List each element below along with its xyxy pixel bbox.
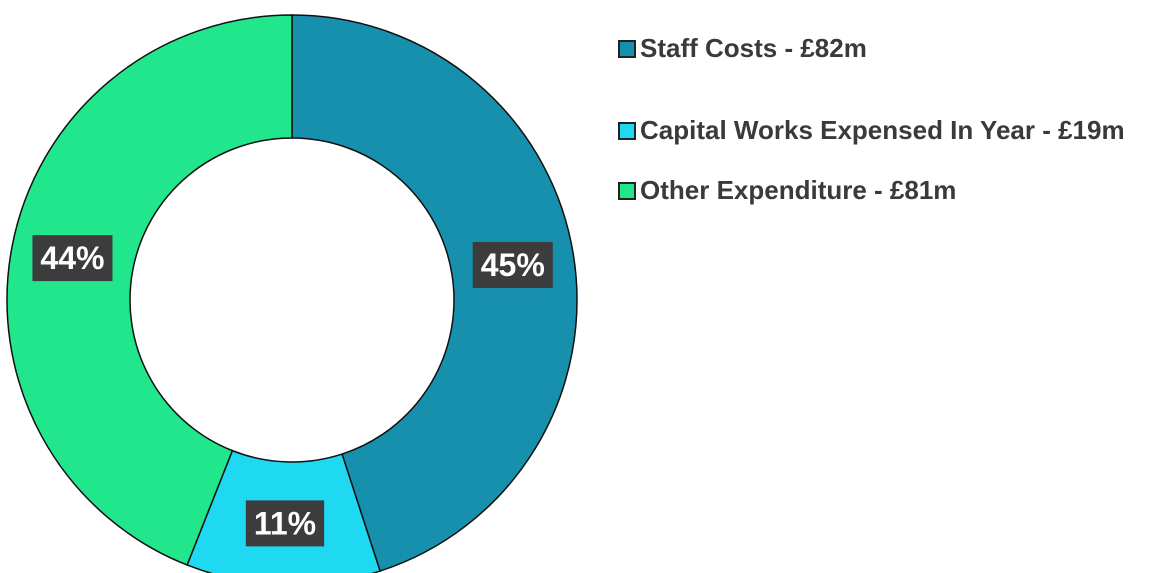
data-label: 45%	[472, 242, 553, 289]
data-label-box	[245, 500, 325, 547]
legend-item: Other Expenditure - £81m	[616, 172, 1166, 208]
legend-label: Capital Works Expensed In Year - £19m	[640, 115, 1125, 145]
data-label-box	[472, 242, 553, 289]
donut-slice	[291, 14, 578, 572]
data-label-text: 45%	[481, 247, 545, 283]
donut-slice	[6, 14, 293, 566]
data-label-text: 44%	[40, 240, 104, 276]
legend-swatch	[618, 122, 636, 140]
data-label-box	[32, 235, 113, 282]
legend-item: Staff Costs - £82m	[616, 30, 1166, 66]
data-label: 11%	[245, 500, 325, 547]
legend-swatch	[618, 182, 636, 200]
legend-item: Capital Works Expensed In Year - £19m	[616, 112, 1166, 148]
data-label: 44%	[32, 235, 113, 282]
legend-label: Staff Costs - £82m	[640, 33, 867, 63]
data-label-text: 11%	[254, 505, 316, 541]
legend-label: Other Expenditure - £81m	[640, 175, 957, 205]
legend-swatch	[618, 40, 636, 58]
legend: Staff Costs - £82m Capital Works Expensed…	[616, 30, 1166, 208]
